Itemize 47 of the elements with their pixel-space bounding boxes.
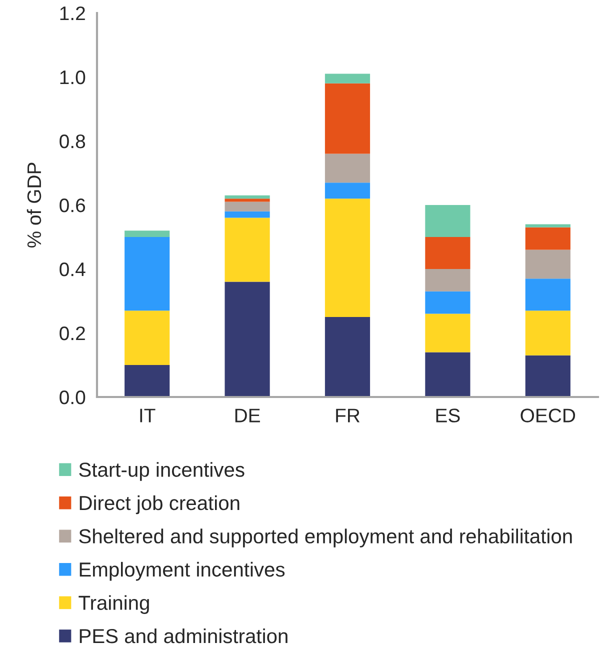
bar	[124, 230, 170, 237]
bar	[525, 224, 570, 228]
bar	[124, 365, 170, 397]
bar	[224, 282, 270, 397]
bar	[324, 83, 370, 154]
y-tick-label: 0.6	[60, 198, 86, 212]
bar	[324, 317, 370, 397]
bar	[324, 154, 370, 183]
bar	[525, 310, 570, 356]
legend-label: Direct job creation	[80, 495, 240, 514]
bar	[324, 74, 370, 84]
bar	[324, 198, 370, 317]
bar	[425, 314, 470, 352]
y-tick-label: 0.8	[60, 134, 86, 148]
legend-label: PES and administration	[80, 628, 288, 644]
x-tick-label: IT	[140, 408, 156, 422]
x-tick-label: OECD	[520, 408, 576, 422]
bar	[425, 205, 470, 237]
bar	[525, 355, 570, 397]
bar	[525, 278, 570, 311]
bar	[525, 227, 570, 250]
legend-label: Employment incentives	[80, 562, 285, 581]
legend-label: Training	[78, 595, 149, 614]
x-tick-label: FR	[336, 408, 360, 422]
bar	[324, 182, 370, 199]
bar	[425, 269, 470, 292]
bar	[224, 218, 270, 282]
y-tick-label: 0.4	[60, 262, 86, 276]
bar	[425, 237, 470, 269]
bar	[224, 211, 270, 218]
bar	[425, 352, 470, 397]
bar	[525, 250, 570, 279]
bar	[224, 202, 270, 212]
bar	[425, 291, 470, 314]
y-tick-label: 1.2	[60, 6, 85, 20]
y-tick-label: 1.0	[60, 70, 86, 84]
bar	[124, 237, 170, 311]
legend-label: Sheltered and supported employment and rehabilitation	[79, 528, 572, 548]
bar	[224, 198, 270, 202]
x-tick-label: DE	[235, 408, 260, 422]
legend-label: Start-up incentives	[79, 462, 244, 481]
x-tick-label: ES	[436, 408, 460, 422]
bar	[224, 195, 270, 199]
y-tick-label: 0.2	[60, 326, 85, 340]
y-axis-title: % of GDP	[26, 162, 42, 248]
bar	[124, 310, 170, 365]
y-tick-label: 0.0	[60, 390, 86, 404]
